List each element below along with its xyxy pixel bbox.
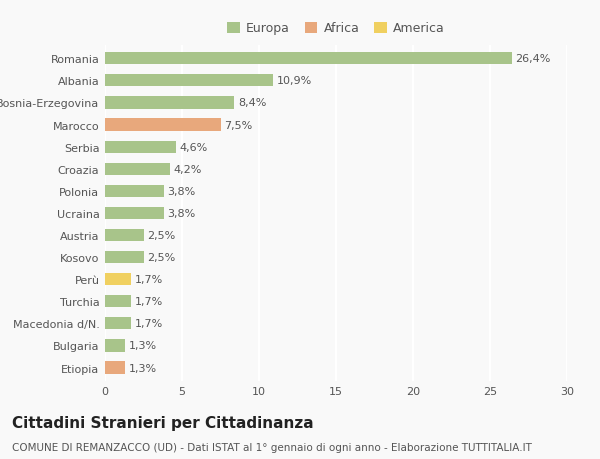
Bar [105, 185, 164, 197]
Text: 1,3%: 1,3% [129, 341, 157, 351]
Text: 4,2%: 4,2% [173, 164, 202, 174]
Text: 3,8%: 3,8% [167, 186, 196, 196]
Text: 26,4%: 26,4% [515, 54, 551, 64]
Bar [105, 252, 143, 263]
Text: 1,7%: 1,7% [135, 297, 163, 307]
Bar [105, 163, 170, 175]
Text: 7,5%: 7,5% [224, 120, 253, 130]
Text: 1,7%: 1,7% [135, 274, 163, 285]
Bar [105, 207, 164, 219]
Bar [105, 362, 125, 374]
Bar [105, 97, 235, 109]
Legend: Europa, Africa, America: Europa, Africa, America [223, 19, 449, 39]
Bar [105, 296, 131, 308]
Bar [105, 75, 273, 87]
Text: 10,9%: 10,9% [277, 76, 312, 86]
Text: 1,7%: 1,7% [135, 319, 163, 329]
Bar [105, 274, 131, 285]
Bar [105, 53, 512, 65]
Bar [105, 340, 125, 352]
Text: 1,3%: 1,3% [129, 363, 157, 373]
Text: 2,5%: 2,5% [148, 230, 176, 241]
Text: 8,4%: 8,4% [238, 98, 266, 108]
Text: 2,5%: 2,5% [148, 252, 176, 263]
Bar [105, 230, 143, 241]
Text: 4,6%: 4,6% [179, 142, 208, 152]
Text: 3,8%: 3,8% [167, 208, 196, 218]
Bar [105, 141, 176, 153]
Bar [105, 119, 221, 131]
Text: COMUNE DI REMANZACCO (UD) - Dati ISTAT al 1° gennaio di ogni anno - Elaborazione: COMUNE DI REMANZACCO (UD) - Dati ISTAT a… [12, 442, 532, 452]
Text: Cittadini Stranieri per Cittadinanza: Cittadini Stranieri per Cittadinanza [12, 415, 314, 431]
Bar [105, 318, 131, 330]
